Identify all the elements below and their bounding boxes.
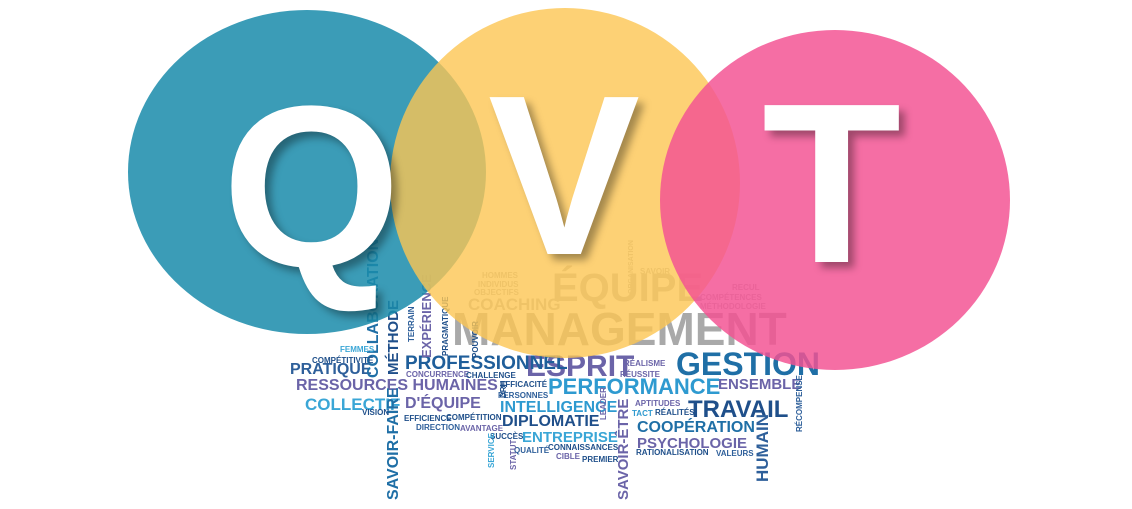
cloud-word: CIBLE bbox=[556, 452, 580, 461]
cloud-word: RÉALISME bbox=[624, 359, 666, 368]
cloud-word: RÉALITÉS bbox=[655, 408, 695, 417]
cloud-word: D'ÉQUIPE bbox=[405, 395, 481, 412]
cloud-word: VISION bbox=[362, 408, 390, 417]
cloud-word: QUALITÉ bbox=[514, 446, 550, 455]
cloud-word: COMPÉTITIVITÉ bbox=[312, 356, 374, 365]
cloud-word: SUCCÈS bbox=[490, 432, 524, 441]
cloud-word: LEADER bbox=[599, 387, 608, 420]
cloud-word: AVANTAGE bbox=[460, 424, 504, 433]
cloud-word: CONNAISSANCES bbox=[548, 443, 619, 452]
cloud-word: TRAVAIL bbox=[688, 396, 789, 423]
cloud-word: SERVICE bbox=[487, 433, 496, 468]
cloud-word: ENSEMBLE bbox=[718, 376, 802, 393]
letter-v: V bbox=[488, 49, 641, 303]
cloud-word: PRATIQUE bbox=[290, 361, 372, 378]
cloud-word: PERFORMANCE bbox=[548, 374, 721, 399]
cloud-word: RÉCOMPENSE bbox=[795, 375, 804, 432]
cloud-word: RATIONALISATION bbox=[636, 448, 709, 457]
cloud-word: SAVOIR-FAIRE bbox=[385, 387, 402, 500]
cloud-word: VALEURS bbox=[716, 449, 754, 458]
cloud-word: ENTREPRISE bbox=[522, 429, 618, 446]
cloud-word: RÉUSSITE bbox=[620, 370, 661, 379]
cloud-word: SAVOIR-ÊTRE bbox=[615, 398, 632, 500]
cloud-word: PROFESSIONNEL bbox=[405, 353, 568, 374]
cloud-word: INTELLIGENCE bbox=[500, 399, 618, 416]
cloud-word: DIRECTION bbox=[416, 423, 460, 432]
cloud-word: EFFICACITÉ bbox=[500, 380, 548, 389]
cloud-word: CONCURRENCE bbox=[406, 370, 470, 379]
cloud-word: DRH bbox=[499, 380, 508, 398]
cloud-word: EFFICIENCE bbox=[404, 414, 452, 423]
cloud-word: PERSONNES bbox=[498, 391, 549, 400]
letter-t: T bbox=[762, 57, 902, 311]
cloud-word: APTITUDES bbox=[635, 399, 681, 408]
cloud-word: HUMAIN bbox=[753, 414, 772, 482]
letter-q: Q bbox=[222, 58, 401, 315]
cloud-word: PSYCHOLOGIE bbox=[637, 435, 748, 452]
cloud-word: COOPÉRATION bbox=[637, 419, 755, 436]
cloud-word: STATUT bbox=[509, 439, 518, 470]
cloud-word: TACT bbox=[632, 409, 653, 418]
cloud-word: FEMMES bbox=[340, 345, 375, 354]
pink-circle bbox=[660, 30, 1010, 370]
cloud-word: DIPLOMATIE bbox=[502, 413, 600, 430]
cloud-word: COLLECTIF bbox=[305, 395, 401, 414]
cloud-word: COMPÉTITION bbox=[446, 413, 502, 422]
cloud-word: CHALLENGE bbox=[466, 371, 516, 380]
cloud-word: PREMIER bbox=[582, 455, 619, 464]
cloud-word: RESSOURCES HUMAINES bbox=[296, 377, 498, 394]
cloud-word: TERRAIN bbox=[407, 306, 416, 342]
